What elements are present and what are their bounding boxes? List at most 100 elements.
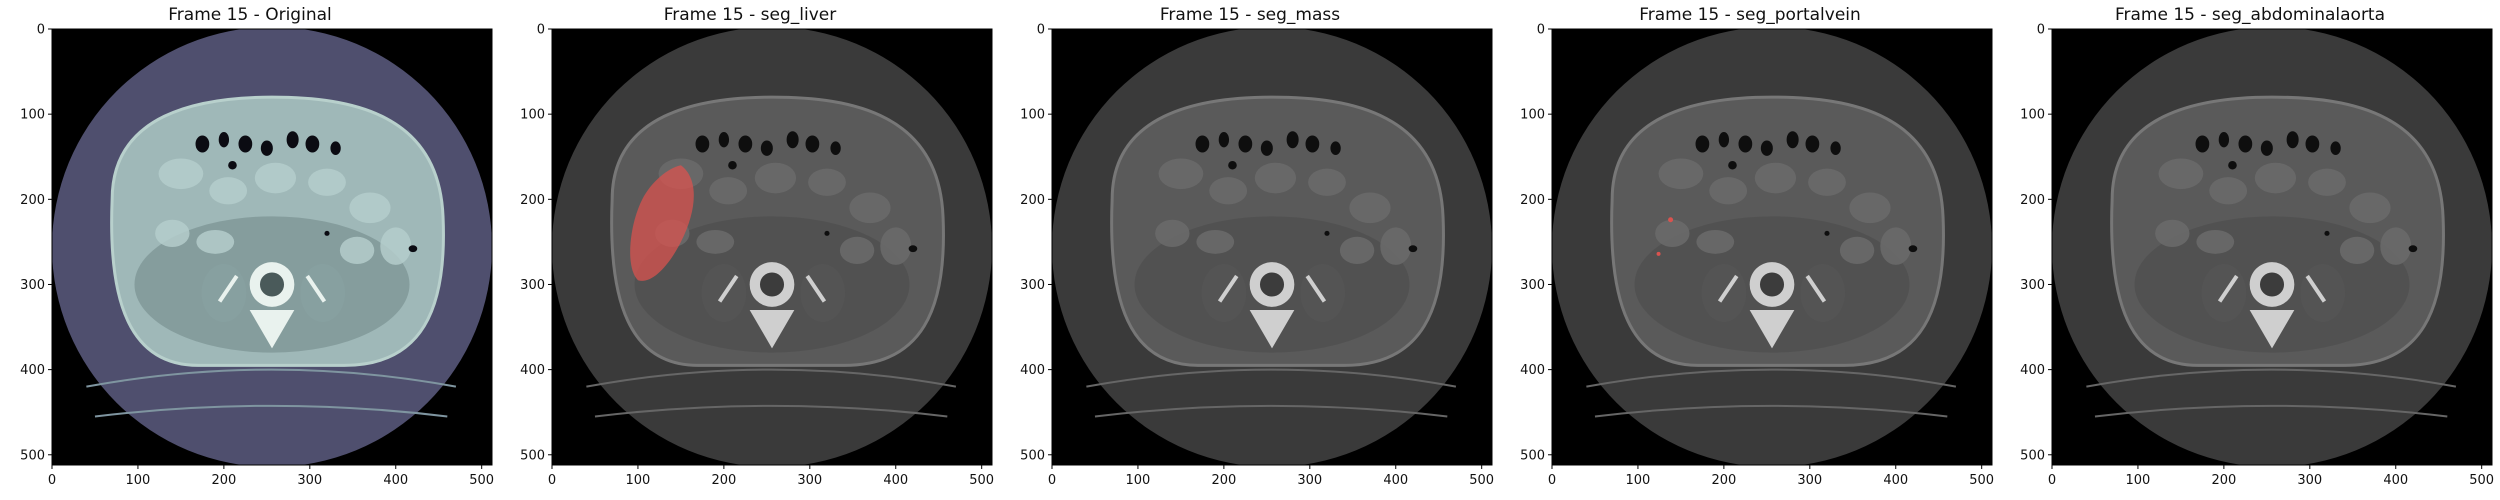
- axes-frame: [551, 28, 993, 466]
- scan-spinous-process: [2249, 310, 2295, 349]
- scan-bowel-loop: [1658, 158, 1704, 190]
- scan-bowel-loop: [1349, 192, 1391, 224]
- scan-spinous-process: [249, 310, 295, 349]
- y-tick-label: 400: [520, 363, 545, 378]
- y-tick-label: 500: [520, 448, 545, 463]
- x-tick-label: 200: [211, 473, 236, 488]
- scan-vertebral-canal: [759, 272, 785, 297]
- scan-bowel-loop: [1655, 219, 1690, 247]
- scan-transverse-process: [305, 274, 327, 303]
- scan-bowel-loop: [339, 236, 375, 265]
- y-tick-label: 200: [520, 193, 545, 208]
- scan-spinous-process: [1249, 310, 1295, 349]
- scan-vertebral-canal: [1259, 272, 1285, 297]
- scan-bowel-loop: [2308, 168, 2346, 196]
- scan-bowel-loop: [2349, 192, 2391, 224]
- y-tick-label: 300: [1520, 278, 1545, 293]
- y-tick-label: 0: [2037, 23, 2045, 38]
- scan-vertebral-canal: [2259, 272, 2285, 297]
- scan-gas-pocket: [2324, 230, 2330, 236]
- scan-bowel-loop: [349, 192, 391, 224]
- x-tick-label: 200: [2211, 473, 2236, 488]
- scan-gas-pocket: [2286, 131, 2299, 149]
- scan-bowel-loop: [696, 229, 735, 254]
- scan-kidney: [1800, 264, 1846, 322]
- scan-gas-pocket: [1824, 230, 1830, 236]
- liver-segmentation-mask: [630, 165, 694, 281]
- ct-slice-image: [1052, 29, 1492, 465]
- y-tick-label: 300: [20, 278, 45, 293]
- x-tick-label: 300: [2297, 473, 2322, 488]
- x-tick-label: 300: [1797, 473, 1822, 488]
- scan-gas-pocket: [1738, 135, 1753, 153]
- scan-bowel-loop: [1880, 227, 1912, 265]
- y-tick-label: 400: [20, 363, 45, 378]
- scan-transverse-process: [2305, 274, 2327, 303]
- scan-gas-pocket: [1260, 140, 1273, 156]
- scan-gas-pocket: [1805, 135, 1820, 153]
- y-tick-label: 300: [520, 278, 545, 293]
- scan-gas-pocket: [286, 131, 299, 149]
- scan-table-line: [594, 404, 948, 418]
- scan-gas-pocket: [1218, 132, 1230, 148]
- scan-bowel-loop: [2158, 158, 2204, 190]
- x-tick-label: 0: [1548, 473, 1556, 488]
- scan-bowel-loop: [380, 227, 412, 265]
- scan-bowel-loop: [155, 219, 190, 247]
- scan-bowel-loop: [158, 158, 204, 190]
- scan-table-line: [2086, 368, 2457, 388]
- scan-gas-pocket: [305, 135, 320, 153]
- scan-gas-pocket: [2305, 135, 2320, 153]
- x-tick-label: 300: [1297, 473, 1322, 488]
- panel-title: Frame 15 - seg_abdominalaorta: [2114, 5, 2386, 25]
- scan-bowel-loop: [709, 177, 748, 205]
- scan-bowel-loop: [1155, 219, 1190, 247]
- y-tick-label: 100: [520, 108, 545, 123]
- y-tick-label: 500: [2020, 448, 2045, 463]
- scan-transverse-process: [805, 274, 827, 303]
- y-tick-label: 0: [537, 23, 545, 38]
- scan-gas-pocket: [1695, 135, 1710, 153]
- scan-table-line: [2094, 404, 2448, 418]
- scan-gas-pocket: [324, 230, 330, 236]
- image-panel: Frame 15 - Original 0 100 200 300 400 500 0 100 2…: [0, 0, 500, 500]
- scan-bowel-loop: [2209, 177, 2248, 205]
- y-tick-label: 0: [37, 23, 45, 38]
- scan-spinous-process: [749, 310, 795, 349]
- scan-kidney: [1300, 264, 1346, 322]
- scan-gas-pocket: [2228, 160, 2237, 170]
- scan-transverse-process: [2217, 274, 2239, 303]
- scan-gas-pocket: [1330, 141, 1341, 156]
- scan-gas-pocket: [786, 131, 799, 149]
- x-tick-label: 400: [383, 473, 408, 488]
- y-tick-label: 500: [1520, 448, 1545, 463]
- scan-bowel-loop: [1808, 168, 1846, 196]
- axes-frame: [1551, 28, 1993, 466]
- y-tick-label: 400: [2020, 363, 2045, 378]
- scan-gas-pocket: [1228, 160, 1237, 170]
- x-tick-label: 100: [1126, 473, 1151, 488]
- y-tick-label: 200: [20, 193, 45, 208]
- x-tick-label: 0: [548, 473, 556, 488]
- scan-transverse-process: [1717, 274, 1739, 303]
- y-tick-label: 300: [1020, 278, 1045, 293]
- scan-table-line: [586, 368, 957, 388]
- scan-gas-pocket: [728, 160, 737, 170]
- scan-bowel-loop: [209, 177, 248, 205]
- scan-bowel-loop: [254, 162, 297, 194]
- x-tick-label: 100: [126, 473, 151, 488]
- y-tick-label: 0: [1037, 23, 1045, 38]
- scan-gas-pocket: [1305, 135, 1320, 153]
- scan-gas-pocket: [228, 160, 237, 170]
- scan-bowel-loop: [880, 227, 912, 265]
- scan-bowel-loop: [1308, 168, 1346, 196]
- scan-gas-pocket: [805, 135, 820, 153]
- scan-gas-pocket: [1728, 160, 1737, 170]
- image-panel: Frame 15 - seg_portalvein 0 100 200 300 400 50…: [1500, 0, 2000, 500]
- scan-gas-pocket: [1718, 132, 1730, 148]
- scan-spinous-process: [1749, 310, 1795, 349]
